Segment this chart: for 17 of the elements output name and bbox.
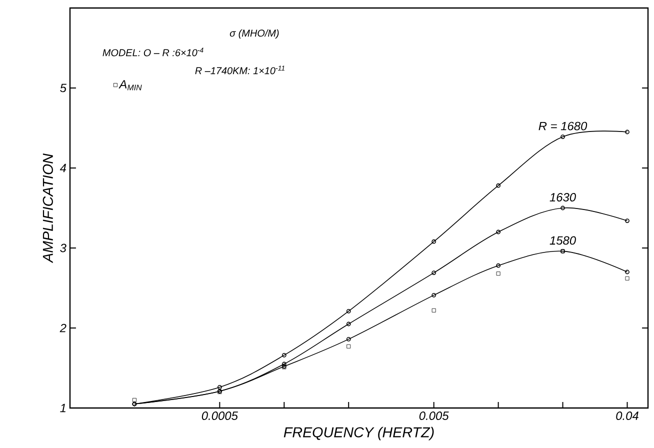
series-label: 1630 — [550, 193, 576, 202]
x-tick-label: 0.04 — [616, 412, 638, 420]
y-tick-label: 4 — [60, 164, 66, 172]
y-tick-label: 5 — [60, 84, 66, 92]
y-axis-title: AMPLIFICATION — [42, 154, 53, 264]
series-label: R = 1680 — [538, 122, 588, 130]
legend-label: A$_{MIN}$ — [118, 80, 142, 90]
x-tick-label: 0.0005 — [202, 412, 238, 420]
annotation: MODEL: O – R :6×10$^{-4}$ — [102, 48, 204, 56]
x-tick-label: 0.005 — [419, 412, 449, 420]
annotation: R –1740KM: 1×10$^{-11}$ — [195, 66, 284, 74]
y-tick-label: 2 — [60, 324, 66, 332]
y-tick-label: 3 — [60, 244, 66, 252]
x-axis-title: FREQUENCY (HERTZ) — [284, 426, 434, 440]
series-label: 1580 — [550, 236, 576, 245]
y-tick-label: 1 — [60, 404, 66, 412]
annotation: σ (MHO/M) — [230, 29, 279, 39]
